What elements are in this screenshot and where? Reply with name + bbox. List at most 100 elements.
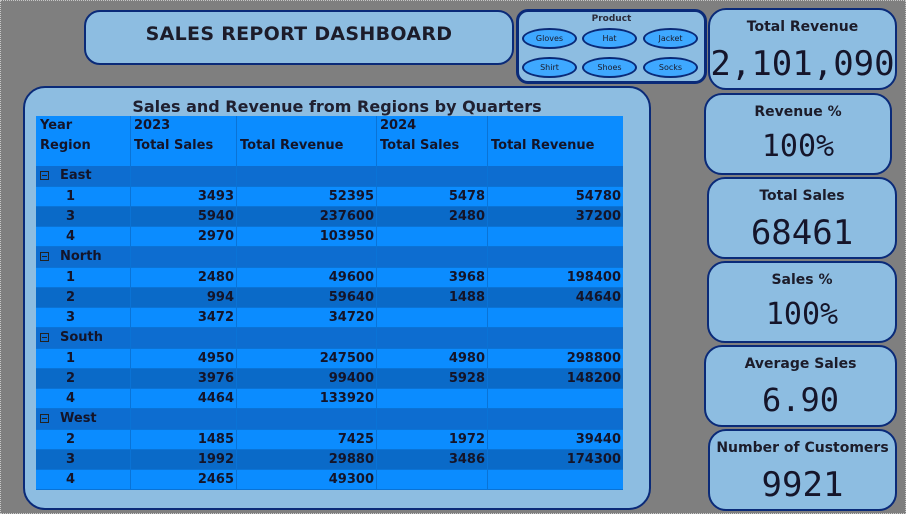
quarter-cell: 3 [66, 208, 76, 224]
slicer-item-shoes[interactable]: Shoes [582, 57, 637, 78]
region-group-row[interactable]: West [36, 409, 623, 430]
header-cell: Total Revenue [491, 138, 595, 154]
quarter-cell: 4 [66, 391, 76, 406]
table-row: 1 3493 52395 5478 54780 [36, 186, 623, 207]
kpi-card-revenue-percent: Revenue % 100% [704, 93, 892, 175]
header-cell: Year [40, 118, 73, 133]
sales-2024-cell: 3968 [448, 269, 485, 285]
sales-2023-cell: 4464 [197, 391, 234, 406]
quarter-cell: 4 [66, 472, 76, 487]
table-row: 3 1992 29880 3486 174300 [36, 449, 623, 470]
sales-2023-cell: 3493 [197, 188, 234, 204]
table-row: 4 2970 103950 [36, 227, 623, 248]
matrix-title: Sales and Revenue from Regions by Quarte… [132, 97, 542, 116]
column-divider [236, 116, 237, 491]
table-row: 1 2480 49600 3968 198400 [36, 267, 623, 288]
slicer-item-jacket[interactable]: Jacket [643, 28, 698, 49]
revenue-2024-cell: 148200 [566, 370, 621, 386]
header-row-measures: Region Total Sales Total Revenue Total S… [36, 136, 623, 167]
sales-2024-cell: 3486 [448, 451, 485, 467]
sales-2024-cell: 5478 [448, 188, 485, 204]
table-row: 4 4464 133920 [36, 389, 623, 410]
region-label: West [60, 411, 97, 427]
table-row: 2 1485 7425 1972 39440 [36, 429, 623, 450]
collapse-icon[interactable] [40, 414, 49, 424]
table-row: 1 4950 247500 4980 298800 [36, 348, 623, 369]
table-row: 4 2465 49300 [36, 470, 623, 491]
quarter-cell: 2 [66, 431, 76, 447]
kpi-card-sales-percent: Sales % 100% [707, 261, 897, 343]
quarter-cell: 1 [66, 269, 76, 285]
table-row: 2 3976 99400 5928 148200 [36, 368, 623, 389]
header-cell: 2023 [134, 118, 171, 133]
slicer-title: Product [591, 14, 632, 24]
revenue-2023-cell: 247500 [319, 350, 374, 366]
kpi-card-average-sales: Average Sales 6.90 [704, 345, 897, 427]
slicer-item-gloves[interactable]: Gloves [522, 28, 577, 49]
matrix-card: Sales and Revenue from Regions by Quarte… [23, 86, 651, 510]
kpi-value: 9921 [761, 465, 844, 505]
kpi-value: 2,101,090 [710, 44, 895, 84]
sales-2023-cell: 1485 [197, 431, 234, 447]
kpi-card-total-revenue: Total Revenue 2,101,090 [708, 8, 897, 90]
table-row: 3 3472 34720 [36, 308, 623, 329]
header-cell: 2024 [380, 118, 417, 133]
quarter-cell: 3 [66, 310, 76, 325]
matrix-table: Year 2023 2024 Region Total Sales Total … [36, 116, 623, 491]
column-divider [130, 116, 131, 491]
sales-2023-cell: 994 [206, 289, 234, 305]
sales-2024-cell: 4980 [448, 350, 485, 366]
revenue-2023-cell: 52395 [328, 188, 374, 204]
header-cell: Total Sales [380, 138, 460, 154]
region-label: East [60, 168, 92, 184]
kpi-value: 100% [761, 129, 835, 164]
sales-2023-cell: 2970 [197, 229, 234, 244]
header-cell: Total Sales [134, 138, 214, 154]
revenue-2024-cell: 298800 [566, 350, 621, 366]
kpi-label: Total Revenue [746, 19, 859, 35]
dashboard-title: SALES REPORT DASHBOARD [145, 23, 453, 45]
sales-2023-cell: 5940 [197, 208, 234, 224]
revenue-2023-cell: 29880 [328, 451, 374, 467]
collapse-icon[interactable] [40, 252, 49, 262]
region-group-row[interactable]: North [36, 247, 623, 268]
region-label: North [60, 249, 102, 265]
collapse-icon[interactable] [40, 333, 49, 343]
kpi-card-total-sales: Total Sales 68461 [707, 177, 897, 259]
header-row-year: Year 2023 2024 [36, 116, 623, 137]
revenue-2024-cell: 44640 [575, 289, 621, 305]
slicer-item-hat[interactable]: Hat [582, 28, 637, 49]
column-divider [487, 116, 488, 491]
region-group-row[interactable]: South [36, 328, 623, 349]
slicer-item-shirt[interactable]: Shirt [522, 57, 577, 78]
revenue-2023-cell: 103950 [319, 229, 374, 244]
revenue-2024-cell: 198400 [566, 269, 621, 285]
sales-2023-cell: 1992 [197, 451, 234, 467]
sales-2024-cell: 1972 [448, 431, 485, 447]
quarter-cell: 1 [66, 188, 76, 204]
sales-2023-cell: 2480 [197, 269, 234, 285]
collapse-icon[interactable] [40, 171, 49, 181]
revenue-2024-cell: 39440 [575, 431, 621, 447]
header-cell: Region [40, 138, 91, 154]
sales-2024-cell: 5928 [448, 370, 485, 386]
revenue-2024-cell: 174300 [566, 451, 621, 467]
product-slicer: Product Gloves Hat Jacket Shirt Shoes So… [516, 9, 707, 84]
quarter-cell: 2 [66, 370, 76, 386]
sales-2024-cell: 1488 [448, 289, 485, 305]
title-card: SALES REPORT DASHBOARD [84, 10, 514, 65]
quarter-cell: 4 [66, 229, 76, 244]
region-group-row[interactable]: East [36, 166, 623, 187]
sales-2023-cell: 3472 [197, 310, 234, 325]
column-divider [376, 116, 377, 491]
region-label: South [60, 330, 104, 346]
revenue-2023-cell: 49600 [328, 269, 374, 285]
revenue-2024-cell: 37200 [575, 208, 621, 224]
sales-2023-cell: 4950 [197, 350, 234, 366]
kpi-label: Revenue % [754, 104, 842, 120]
revenue-2024-cell: 54780 [575, 188, 621, 204]
slicer-item-socks[interactable]: Socks [643, 57, 698, 78]
sales-2023-cell: 3976 [197, 370, 234, 386]
kpi-value: 68461 [750, 213, 854, 253]
